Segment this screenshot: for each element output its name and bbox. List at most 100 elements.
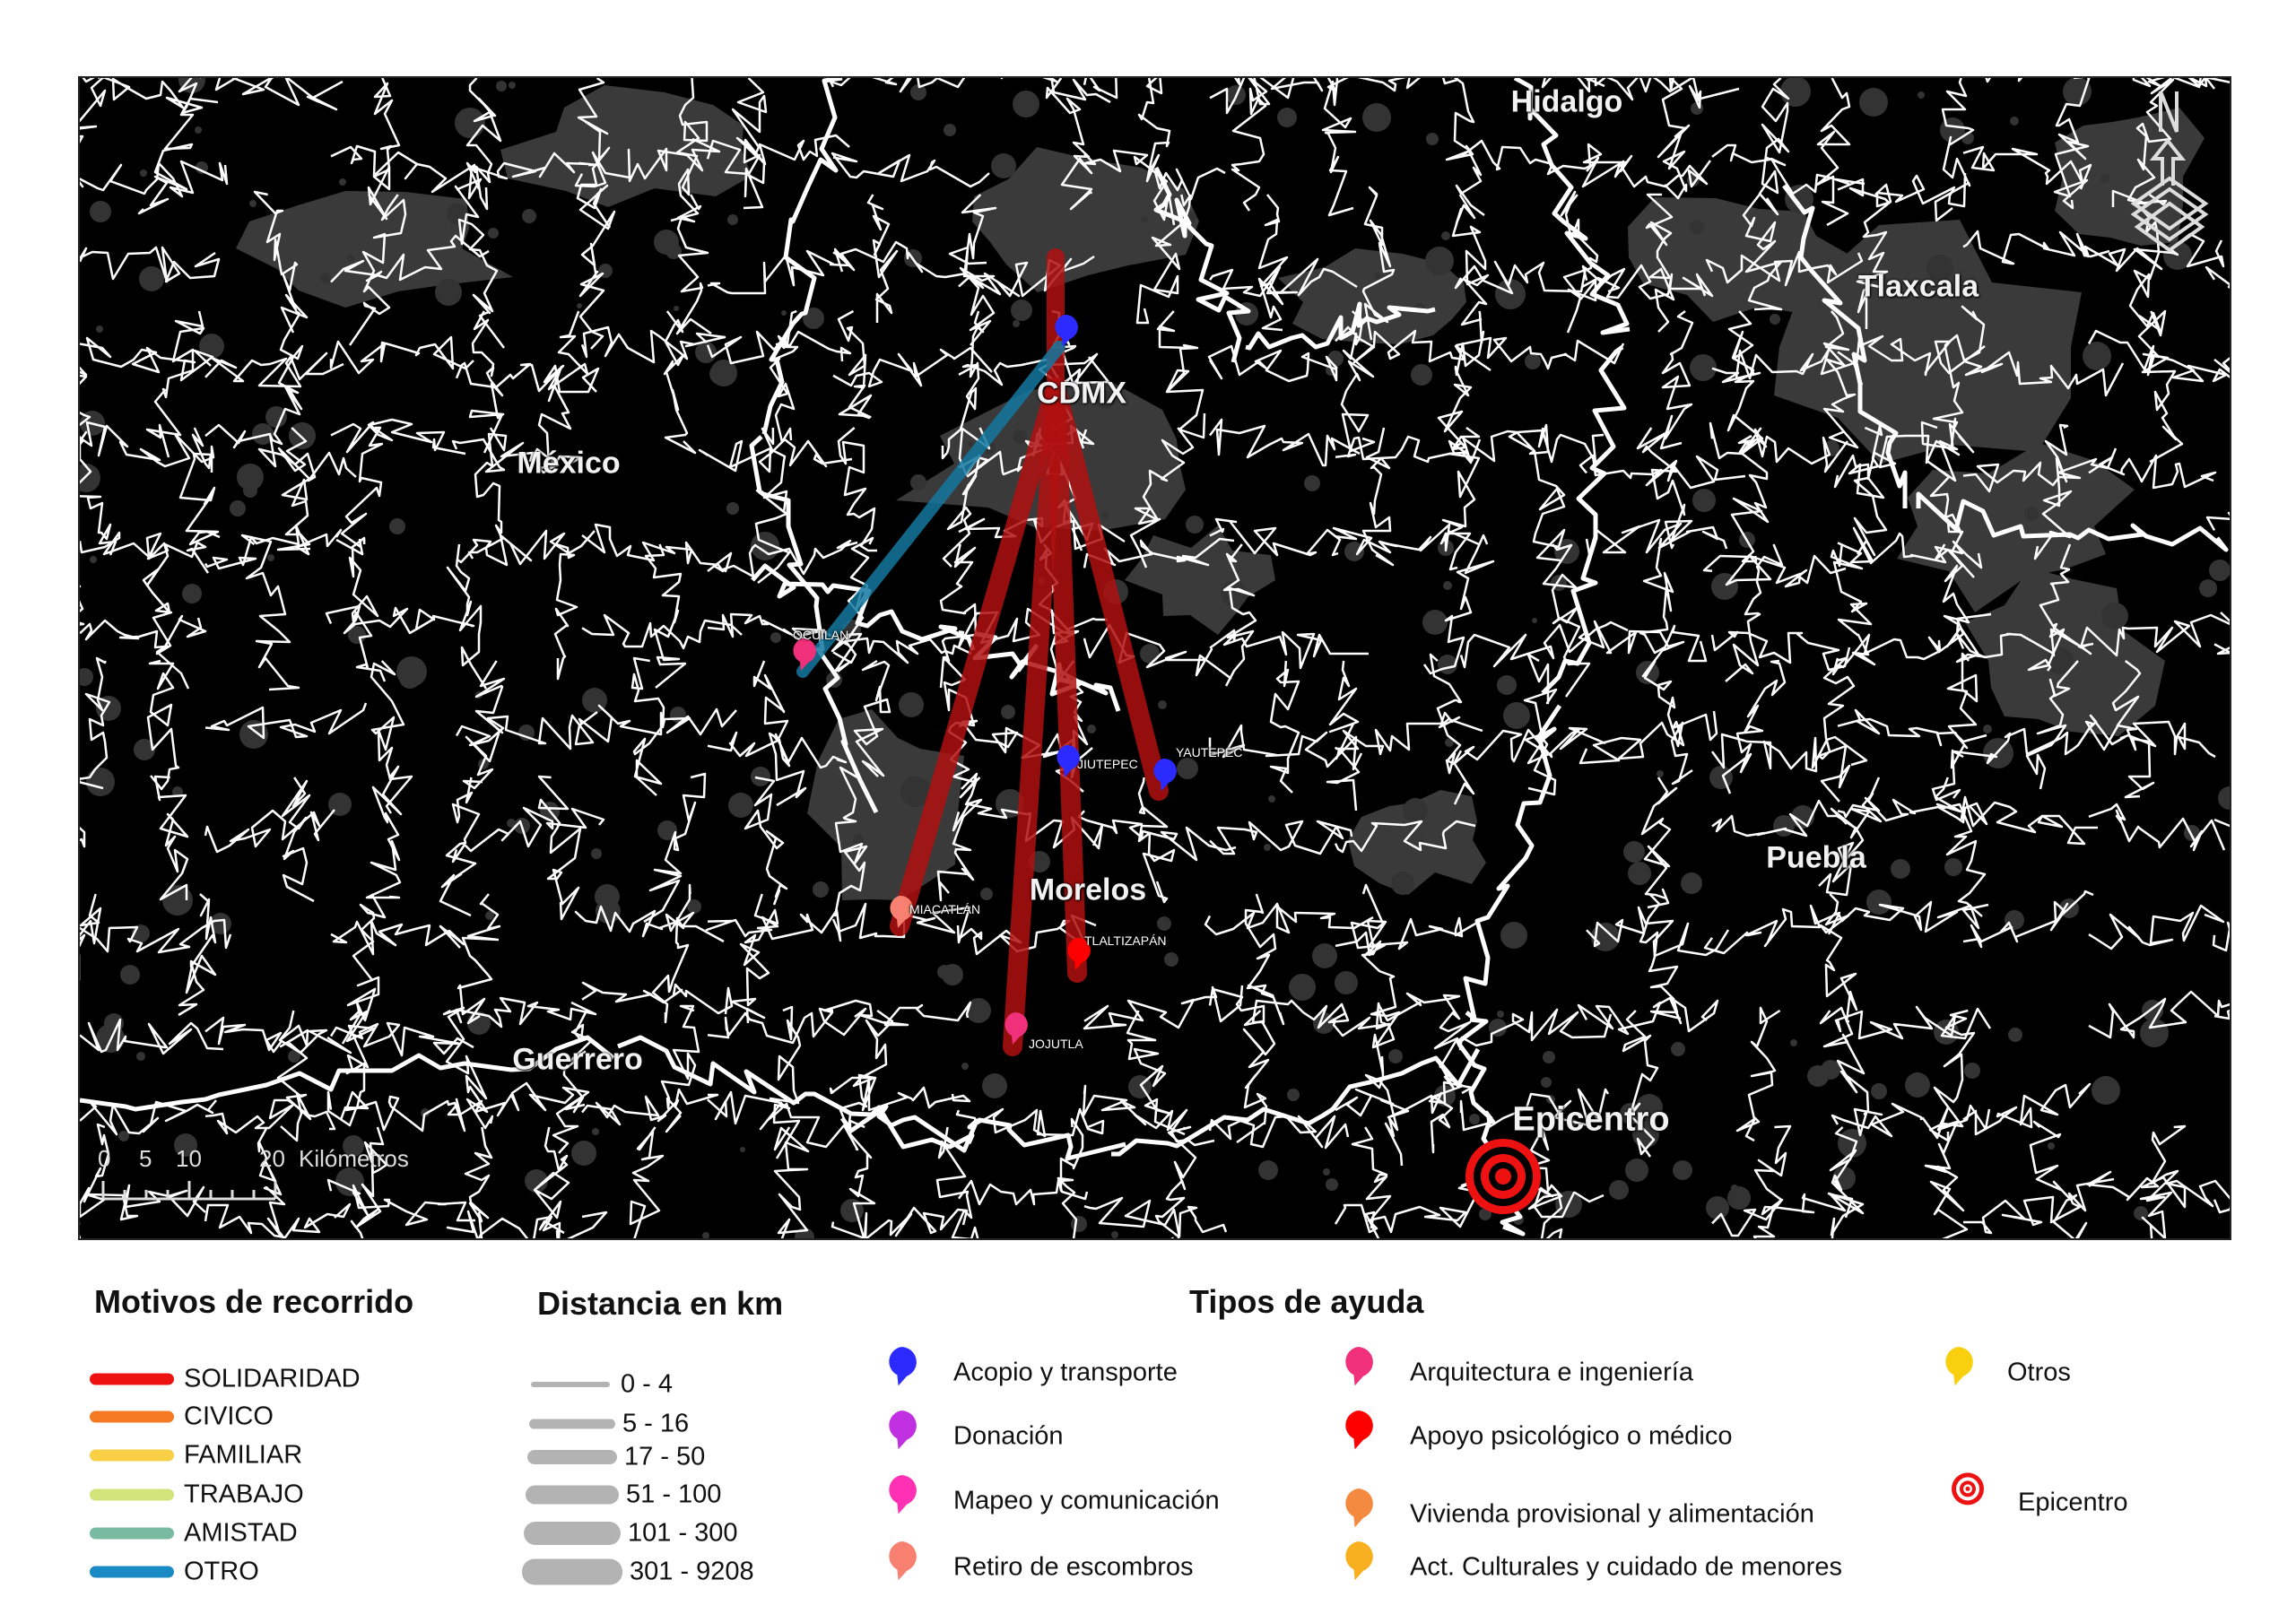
- scale-tick-20: 20: [259, 1145, 285, 1172]
- municipal-boundary: [1460, 139, 1627, 176]
- urban-area: [96, 325, 103, 333]
- map-pin-miacatlán[interactable]: [890, 895, 913, 928]
- urban-area: [2199, 579, 2217, 597]
- municipal-boundary: [80, 366, 91, 427]
- urban-area: [1304, 475, 1320, 491]
- municipal-boundary: [1111, 1047, 1481, 1157]
- distance-label: 101 - 300: [628, 1518, 738, 1548]
- municipal-boundary: [80, 336, 214, 382]
- map-pin-cdmx[interactable]: [1055, 314, 1078, 347]
- urban-area: [695, 342, 717, 363]
- urban-area: [1277, 108, 1297, 127]
- map-pin-ocuilan[interactable]: [793, 638, 816, 671]
- urban-area: [500, 85, 752, 207]
- municipal-boundary: [1726, 310, 1764, 445]
- urban-area: [1727, 1186, 1751, 1210]
- municipal-boundary: [464, 1126, 493, 1238]
- municipal-boundary: [1351, 1126, 1392, 1238]
- municipal-boundary: [80, 160, 229, 198]
- urban-area: [1403, 798, 1428, 823]
- urban-area: [1780, 78, 1811, 107]
- urban-area: [252, 423, 274, 445]
- distance-swatch: [531, 1382, 610, 1387]
- municipal-boundary: [1837, 334, 1986, 377]
- urban-area: [966, 998, 991, 1023]
- municipal-boundary: [1137, 78, 1176, 226]
- municipal-boundary: [1335, 325, 1492, 372]
- urban-area: [1426, 133, 1439, 145]
- municipal-boundary: [447, 1081, 590, 1117]
- route-line-jojutla[interactable]: [1003, 378, 1065, 1056]
- municipal-boundary: [204, 1098, 336, 1135]
- urban-area: [230, 500, 246, 516]
- municipal-boundary: [1083, 985, 1244, 1030]
- urban-area: [2008, 1028, 2022, 1042]
- route-line-ocuilan[interactable]: [796, 341, 1065, 678]
- target-ring: [1495, 1168, 1511, 1185]
- municipal-boundary: [1437, 310, 1485, 451]
- municipal-boundary: [1827, 1126, 1865, 1238]
- municipal-boundary: [552, 1010, 594, 1154]
- route-line-miacatlán[interactable]: [890, 378, 1065, 936]
- map-pin-yautepec[interactable]: [1153, 758, 1177, 791]
- urban-area: [1807, 1065, 1829, 1087]
- urban-area: [1681, 872, 1702, 894]
- map-pin-jojutla[interactable]: [1004, 1011, 1028, 1045]
- urban-area: [1711, 573, 1738, 600]
- route-lines: [796, 248, 1169, 1056]
- municipal-boundary: [769, 309, 799, 444]
- urban-area: [1071, 1216, 1087, 1232]
- urban-area: [140, 169, 147, 177]
- urban-area: [751, 767, 770, 786]
- map-pin-jiutepec[interactable]: [1057, 744, 1080, 777]
- municipal-boundary: [1711, 799, 1857, 838]
- urban-area: [525, 1169, 548, 1193]
- municipal-boundary: [1640, 777, 1678, 909]
- municipal-boundary: [1962, 890, 2094, 949]
- urban-area: [80, 464, 100, 492]
- map-pin-tlaltizapán[interactable]: [1067, 937, 1091, 970]
- urban-area: [1344, 542, 1364, 561]
- municipal-boundary: [1585, 518, 1728, 556]
- municipal-boundary: [578, 184, 616, 350]
- municipal-boundary: [1126, 1010, 1186, 1136]
- municipal-boundary: [1962, 145, 2092, 190]
- municipal-boundary: [1711, 143, 1866, 195]
- municipal-boundary: [675, 194, 712, 335]
- region-label-tlaxcala: Tlaxcala: [1857, 269, 1979, 304]
- municipal-boundary: [1209, 517, 1342, 557]
- municipal-boundary: [848, 1119, 876, 1238]
- municipal-boundary: [1326, 78, 1459, 92]
- urban-area: [1673, 1160, 1692, 1180]
- municipal-boundary: [178, 893, 217, 1017]
- municipal-boundary: [831, 1206, 969, 1238]
- municipal-boundary: [1463, 704, 1562, 1021]
- route-line-yautepec[interactable]: [1046, 378, 1169, 801]
- aid-label: Arquitectura e ingeniería: [1410, 1358, 1693, 1387]
- aid-label: Donación: [953, 1421, 1064, 1451]
- municipal-boundary: [707, 731, 848, 769]
- urban-area: [592, 1128, 599, 1135]
- municipal-boundary: [1135, 194, 1192, 325]
- map-pin-icon: [889, 1410, 917, 1450]
- urban-area: [726, 502, 739, 515]
- map-pin-icon: [1945, 1347, 1973, 1386]
- urban-area: [243, 483, 257, 498]
- urban-area: [1706, 1196, 1729, 1219]
- municipal-boundary: [706, 330, 852, 365]
- urban-area: [1671, 1042, 1685, 1056]
- urban-area: [1625, 1159, 1648, 1182]
- municipal-boundary: [936, 777, 983, 902]
- municipal-boundary: [1077, 810, 1237, 862]
- urban-area: [1374, 273, 1381, 280]
- urban-area: [1866, 890, 1892, 915]
- municipal-boundary: [1962, 230, 2110, 265]
- municipal-boundary: [2205, 265, 2230, 289]
- urban-area: [1636, 1094, 1663, 1121]
- municipal-boundary: [1916, 491, 2229, 552]
- place-label-jiutepec: JIUTEPEC: [1077, 757, 1138, 771]
- municipal-boundary: [1361, 186, 1396, 341]
- map-canvas: [80, 78, 2230, 1238]
- urban-area: [265, 406, 287, 428]
- route-line-tlaltizapán[interactable]: [1046, 378, 1087, 983]
